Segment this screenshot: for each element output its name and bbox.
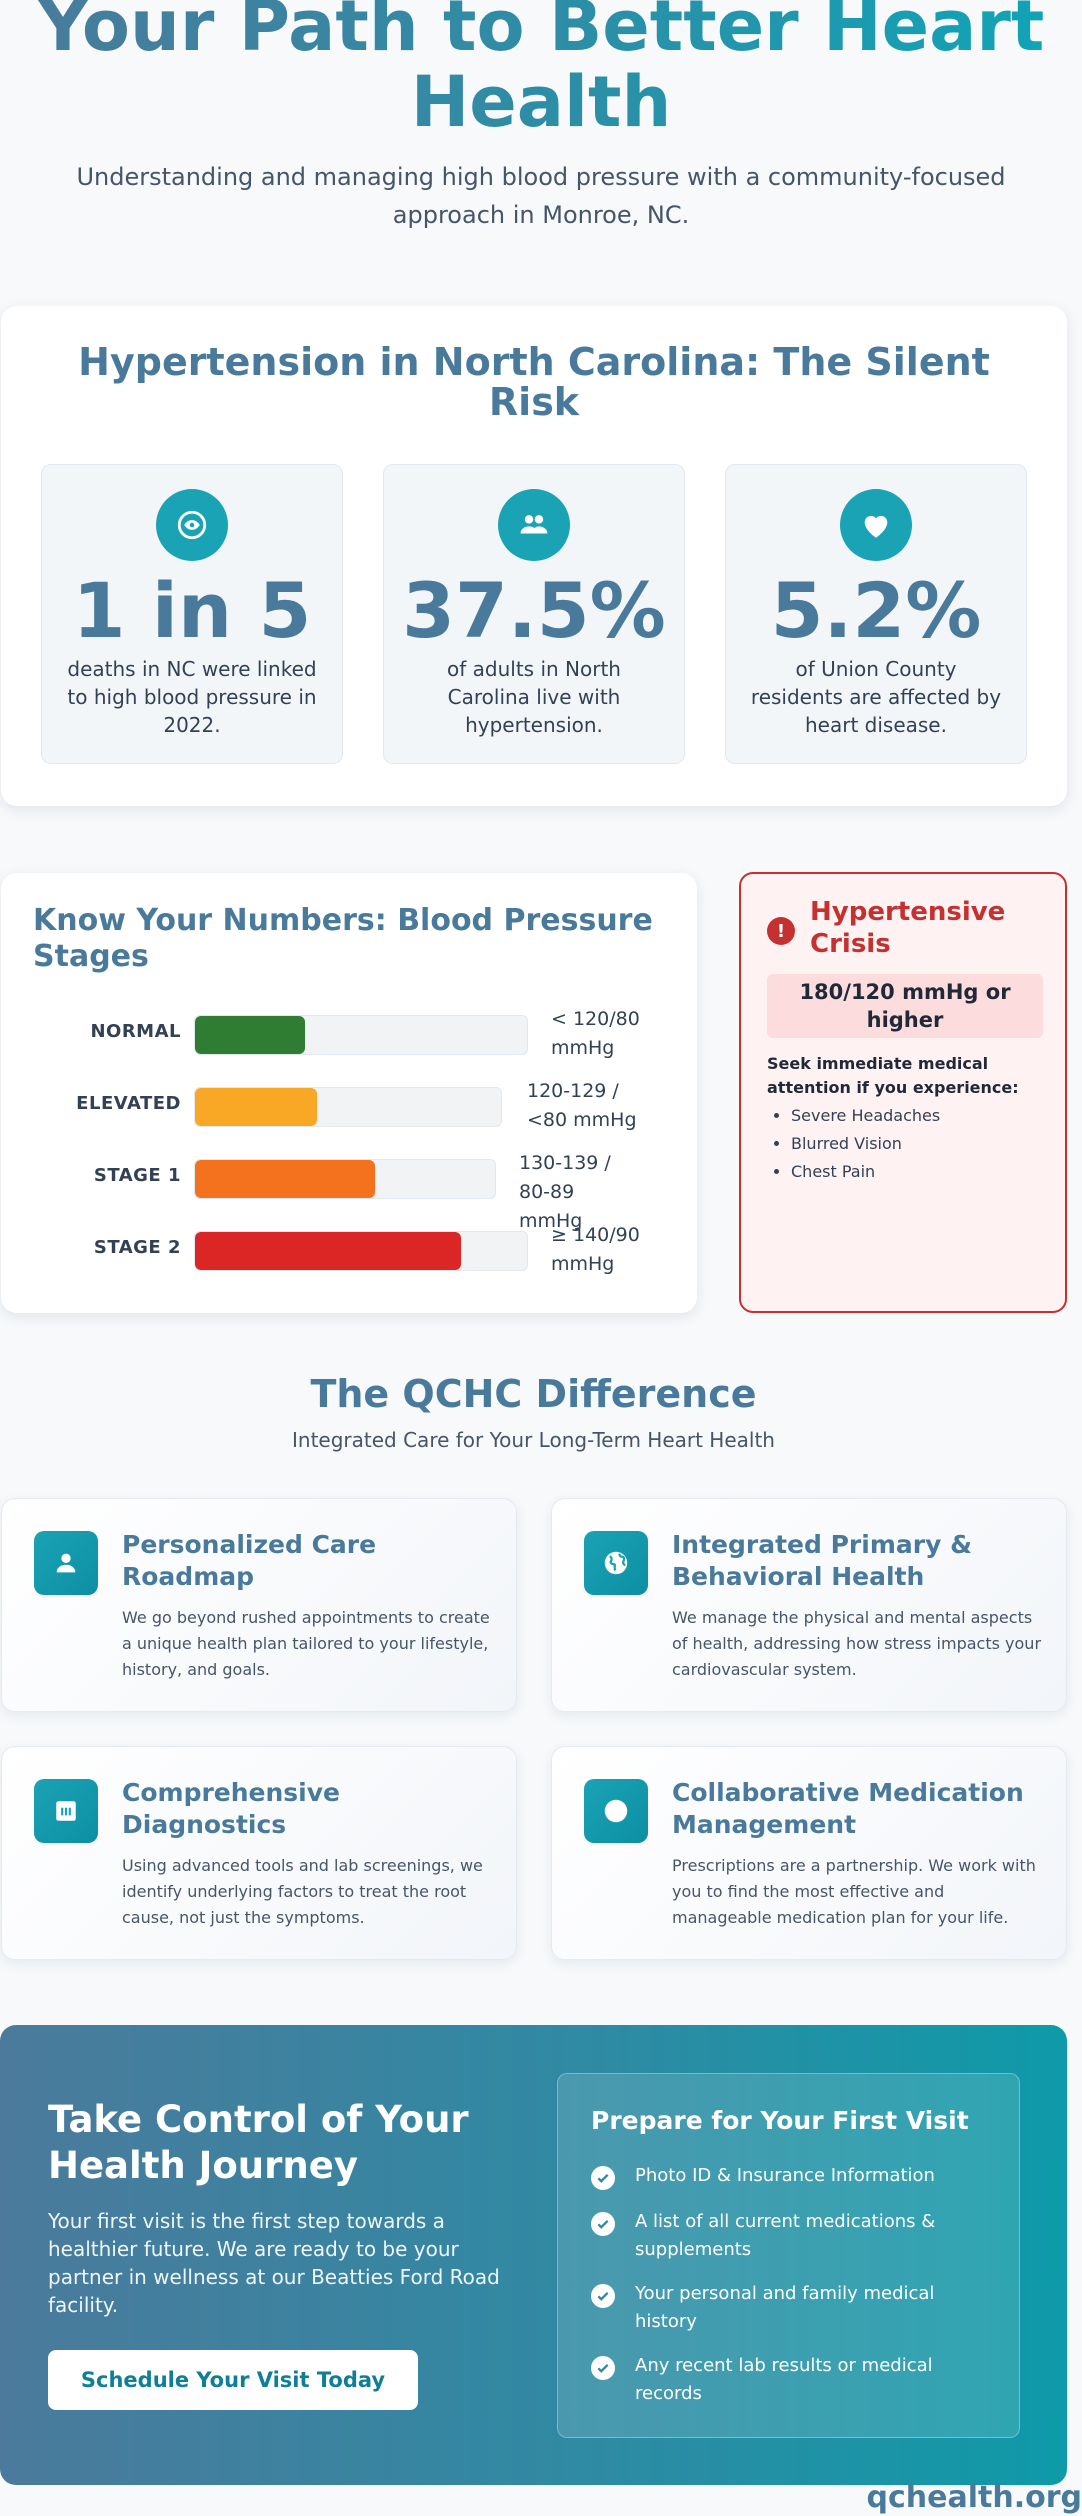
bp-stage-fill (195, 1160, 375, 1198)
stat-description: of Union County residents are affected b… (750, 657, 1002, 737)
bp-stage-fill (195, 1232, 461, 1270)
heart-icon (840, 489, 912, 561)
bp-stage-row: NORMAL < 120/80 mmHg (1, 999, 697, 1071)
bp-stage-bar (194, 1159, 496, 1199)
stats-section-title: Hypertension in North Carolina: The Sile… (78, 340, 990, 424)
stat-card: 5.2% of Union County residents are affec… (725, 464, 1027, 764)
checklist-item-text: Your personal and family medical history (635, 2283, 935, 2332)
pill-icon (584, 1779, 648, 1843)
symptom-item: Chest Pain (791, 1158, 1041, 1186)
person-icon (34, 1531, 98, 1595)
bp-stage-bar (194, 1015, 528, 1055)
cta-text: Your first visit is the first step towar… (48, 2209, 500, 2317)
feature-title: Comprehensive Diagnostics (122, 1778, 341, 1839)
stat-description: of adults in North Carolina live with hy… (447, 657, 621, 737)
bp-stage-range: ≥ 140/90 mmHg (551, 1224, 640, 1275)
feature-card: Personalized Care Roadmap We go beyond r… (1, 1498, 517, 1712)
bp-stage-label: STAGE 1 (93, 1165, 181, 1186)
cta-title: Take Control of Your Health Journey (48, 2098, 469, 2187)
stat-value: 5.2% (770, 566, 982, 655)
bp-section-title: Know Your Numbers: Blood Pressure Stages (33, 903, 653, 974)
checklist-item-text: Any recent lab results or medical record… (635, 2355, 933, 2404)
bp-stage-range: < 120/80 mmHg (551, 1008, 640, 1059)
bp-stage-label: NORMAL (90, 1021, 181, 1042)
feature-description: Prescriptions are a partnership. We work… (672, 1856, 1036, 1927)
checklist-item-text: Photo ID & Insurance Information (635, 2165, 935, 2186)
feature-card: Comprehensive Diagnostics Using advanced… (1, 1746, 517, 1960)
bp-stage-label: STAGE 2 (93, 1237, 181, 1258)
feature-description: We go beyond rushed appointments to crea… (122, 1608, 490, 1679)
stat-value: 1 in 5 (72, 566, 312, 655)
stat-value: 37.5% (402, 566, 666, 655)
schedule-visit-button[interactable]: Schedule Your Visit Today (48, 2350, 418, 2410)
bp-stage-row: ELEVATED 120-129 / <80 mmHg (1, 1071, 697, 1143)
globe-icon (584, 1531, 648, 1595)
feature-title: Integrated Primary & Behavioral Health (672, 1530, 972, 1591)
symptom-list: Severe Headaches Blurred Vision Chest Pa… (791, 1102, 1041, 1186)
bp-stage-fill (195, 1016, 305, 1054)
bp-stage-range: 130-139 / 80-89 mmHg (519, 1152, 611, 1232)
bp-stage-bar (194, 1231, 528, 1271)
alert-icon: ! (767, 917, 795, 945)
feature-title: Personalized Care Roadmap (122, 1530, 377, 1591)
bp-stage-row: STAGE 2 ≥ 140/90 mmHg (1, 1215, 697, 1287)
symptom-item: Blurred Vision (791, 1130, 1041, 1158)
checklist-item-text: A list of all current medications & supp… (635, 2211, 936, 2260)
eye-icon (156, 489, 228, 561)
crisis-note: Seek immediate medical attention if you … (767, 1054, 1019, 1097)
symptom-item: Severe Headaches (791, 1102, 1041, 1130)
people-icon (498, 489, 570, 561)
crisis-title: Hypertensive Crisis (810, 897, 1006, 959)
hero-title: Your Path to Better Heart Health (0, 0, 1082, 140)
feature-description: We manage the physical and mental aspect… (672, 1608, 1042, 1679)
stat-card: 1 in 5 deaths in NC were linked to high … (41, 464, 343, 764)
cta-section: Take Control of Your Health Journey Your… (0, 2025, 1067, 2485)
feature-card: Collaborative Medication Management Pres… (551, 1746, 1067, 1960)
stat-card: 37.5% of adults in North Carolina live w… (383, 464, 685, 764)
footer-brand[interactable]: qchealth.org (866, 2480, 1082, 2515)
hypertension-stats-section: Hypertension in North Carolina: The Sile… (1, 306, 1067, 806)
lab-icon (34, 1779, 98, 1843)
bp-stage-row: STAGE 1 130-139 / 80-89 mmHg (1, 1143, 697, 1232)
hero-subtitle: Understanding and managing high blood pr… (76, 163, 1006, 229)
bp-stage-bar (194, 1087, 502, 1127)
checklist-title: Prepare for Your First Visit (591, 2106, 969, 2135)
bp-stages-section: Know Your Numbers: Blood Pressure Stages… (1, 873, 697, 1313)
difference-subtitle: Integrated Care for Your Long-Term Heart… (292, 1428, 775, 1452)
difference-title: The QCHC Difference (310, 1372, 757, 1416)
bp-stage-fill (195, 1088, 318, 1126)
feature-description: Using advanced tools and lab screenings,… (122, 1856, 483, 1927)
bp-stage-label: ELEVATED (76, 1093, 181, 1114)
stat-description: deaths in NC were linked to high blood p… (67, 657, 317, 737)
hypertensive-crisis-card: ! Hypertensive Crisis 180/120 mmHg or hi… (739, 872, 1067, 1313)
crisis-threshold: 180/120 mmHg or higher (767, 974, 1043, 1038)
feature-card: Integrated Primary & Behavioral Health W… (551, 1498, 1067, 1712)
check-icon (591, 2356, 615, 2380)
feature-title: Collaborative Medication Management (672, 1778, 1024, 1839)
check-icon (591, 2166, 615, 2190)
first-visit-checklist: Prepare for Your First Visit Photo ID & … (557, 2073, 1020, 2438)
check-icon (591, 2284, 615, 2308)
bp-stage-range: 120-129 / <80 mmHg (527, 1080, 637, 1131)
check-icon (591, 2212, 615, 2236)
